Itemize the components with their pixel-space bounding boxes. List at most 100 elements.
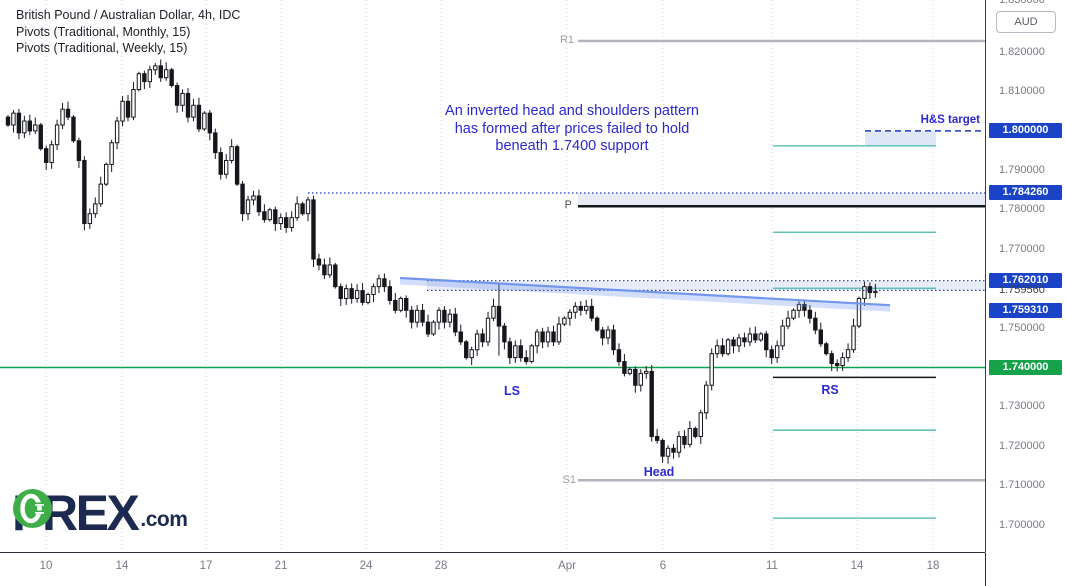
candle-up: [534, 331, 540, 347]
chart-legend: British Pound / Australian Dollar, 4h, I…: [16, 7, 240, 57]
candle-down: [442, 309, 447, 323]
candle-up: [33, 124, 38, 132]
price-tick: 1.780000: [999, 203, 1045, 216]
candle-up: [87, 213, 93, 225]
candle-up: [687, 428, 693, 445]
hs-target-box: [865, 130, 936, 146]
candle-up: [562, 317, 567, 325]
candle-down: [185, 92, 191, 118]
candle-up: [485, 317, 491, 343]
candle-down: [600, 329, 605, 339]
candle-up: [714, 345, 720, 355]
candle-up: [11, 112, 16, 126]
candle-up: [365, 294, 371, 303]
candle-down: [502, 325, 507, 343]
candle-up: [229, 146, 234, 161]
candle-up: [431, 321, 436, 335]
candle-up: [513, 345, 518, 359]
candle-up: [698, 412, 703, 437]
candle-down: [125, 100, 131, 118]
candle-down: [753, 333, 758, 341]
price-tick: 1.810000: [999, 84, 1045, 97]
time-tick-6: 6: [659, 560, 667, 572]
monthly-pivot-r1-label: R1: [559, 34, 574, 46]
candle-down: [333, 264, 338, 288]
candle-down: [43, 148, 49, 163]
candle-up: [545, 331, 551, 343]
candle-up: [796, 303, 802, 311]
candle-up: [376, 278, 382, 288]
indicator-monthly-pivots: Pivots (Traditional, Monthly, 15): [16, 24, 191, 39]
candle-up: [676, 435, 682, 453]
candle-up: [109, 142, 114, 165]
candle-down: [213, 132, 218, 154]
candle-down: [731, 339, 736, 347]
candle-down: [671, 447, 676, 453]
candle-down: [802, 303, 807, 311]
candle-up: [605, 329, 611, 339]
candle-down: [27, 120, 33, 132]
candle-down: [65, 108, 71, 118]
candle-down: [5, 116, 11, 126]
candle-up: [398, 297, 403, 311]
price-badge-1-784260: 1.784260: [989, 185, 1062, 201]
chart-plot-area[interactable]: British Pound / Australian Dollar, 4h, I…: [0, 0, 985, 552]
candle-down: [578, 305, 583, 311]
candle-up: [567, 311, 573, 319]
candle-up: [153, 65, 158, 71]
note-line-1: An inverted head and shoulders pattern: [445, 103, 699, 119]
candle-down: [518, 345, 523, 359]
time-tick-11: 11: [766, 560, 778, 572]
candle-up: [278, 217, 283, 225]
candle-down: [218, 152, 223, 175]
candle-up: [584, 305, 589, 311]
candle-down: [387, 286, 393, 301]
note-line-3: beneath 1.7400 support: [495, 138, 649, 154]
candle-up: [747, 333, 753, 343]
candle-up: [791, 309, 796, 319]
price-tick: 1.790000: [999, 163, 1045, 176]
candle-up: [845, 349, 851, 359]
candle-down: [425, 321, 431, 335]
analyst-note: An inverted head and shoulders pattern h…: [445, 103, 699, 156]
left-shoulder-label: LS: [504, 384, 520, 398]
candle-down: [813, 317, 818, 331]
candle-up: [556, 323, 562, 343]
candle-up: [103, 163, 109, 185]
time-tick-21: 21: [274, 560, 288, 572]
candlestick-chart[interactable]: [0, 0, 985, 552]
candle-up: [862, 286, 867, 299]
price-axis[interactable]: 1.830000 AUD 1.820000 1.810000 1.790000 1.7…: [985, 0, 1065, 552]
candle-down: [234, 146, 240, 185]
candle-down: [404, 297, 409, 311]
time-axis[interactable]: 10 14 17 21 24 28 Apr 6 11 14 18: [0, 552, 985, 586]
candle-down: [551, 331, 556, 343]
monthly-pivot-s1-label: S1: [562, 474, 576, 486]
price-tick: 1.700000: [999, 518, 1045, 531]
resistance-zone-1-7843: [578, 192, 985, 207]
candle-down: [682, 435, 687, 445]
right-shoulder-label: RS: [821, 383, 839, 397]
candle-down: [633, 368, 638, 386]
price-tick: 1.730000: [999, 400, 1045, 413]
candle-up: [327, 264, 333, 276]
candle-up: [93, 203, 98, 215]
neckline: [399, 276, 891, 307]
candle-up: [873, 290, 878, 294]
currency-button[interactable]: AUD: [996, 11, 1056, 33]
note-line-2: has formed after prices failed to hold: [454, 120, 690, 137]
candle-up: [644, 370, 649, 374]
candle-down: [649, 370, 654, 437]
candle-up: [354, 290, 360, 299]
candle-up: [289, 217, 294, 229]
candle-up: [251, 195, 256, 201]
candle-down: [322, 264, 327, 276]
candle-down: [540, 331, 545, 343]
candle-up: [851, 325, 856, 351]
price-tick: 1.720000: [999, 439, 1045, 452]
candle-up: [294, 203, 300, 219]
candle-down: [273, 209, 278, 225]
candle-down: [589, 305, 594, 319]
candle-up: [54, 124, 60, 146]
